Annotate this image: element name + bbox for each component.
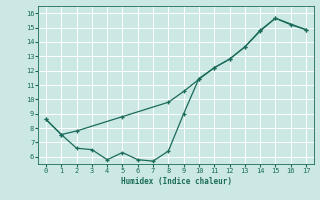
X-axis label: Humidex (Indice chaleur): Humidex (Indice chaleur) <box>121 177 231 186</box>
